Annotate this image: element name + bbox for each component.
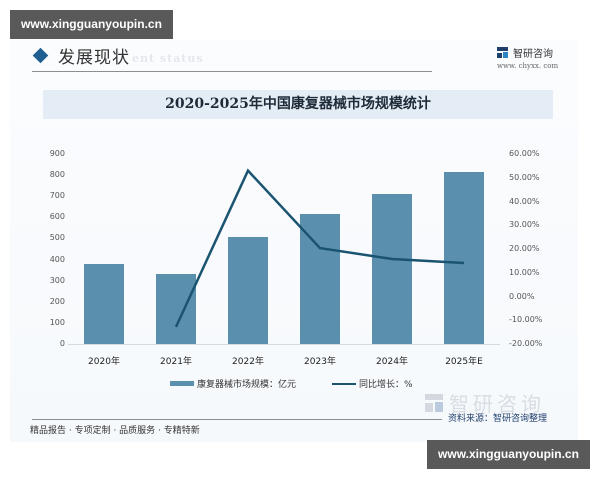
right-axis-tick: 60.00% (509, 149, 540, 158)
x-axis-label: 2022年 (232, 357, 264, 367)
left-axis-tick: 300 (49, 275, 65, 285)
left-axis-tick: 800 (49, 170, 65, 180)
left-axis-tick: 400 (49, 254, 65, 264)
bar-2021年 (156, 274, 196, 344)
right-axis-tick: 30.00% (509, 220, 540, 230)
right-axis-tick: 0.00% (509, 291, 535, 301)
left-axis-tick: 500 (49, 233, 65, 243)
left-axis-tick: 600 (49, 212, 65, 222)
right-axis-tick: 40.00% (509, 196, 540, 206)
data-source: 资料来源：智研咨询整理 (448, 414, 548, 424)
legend-line-swatch (332, 382, 357, 385)
chart-legend: 康复器械市场规模：亿元 同比增长：% (170, 377, 413, 390)
brand-url: www. chyxx. com (497, 62, 559, 70)
footer-divider (32, 419, 442, 420)
x-axis-label: 2025年E (445, 357, 483, 367)
right-axis-tick: -10.00% (509, 315, 543, 325)
left-axis-tick: 900 (49, 149, 65, 158)
x-axis-label: 2020年 (88, 357, 120, 367)
footer-slogan: 精品报告 · 专项定制 · 品质服务 · 专精特新 (30, 426, 200, 436)
right-axis-tick: 50.00% (509, 172, 540, 182)
bar-2024年 (372, 194, 412, 344)
bar-2022年 (228, 237, 268, 344)
brand-watermark: 智研咨询 (425, 388, 545, 417)
x-axis-label: 2023年 (304, 357, 336, 367)
site-watermark-top: www.xingguanyoupin.cn (10, 10, 173, 39)
x-axis-line (68, 344, 500, 345)
left-axis-tick: 700 (49, 191, 65, 201)
chart-title: 2020-2025年中国康复器械市场规模统计 (43, 90, 553, 119)
left-axis-tick: 200 (49, 296, 65, 306)
right-axis-tick: 20.00% (509, 244, 540, 253)
site-watermark-bottom: www.xingguanyoupin.cn (427, 440, 590, 469)
legend-bar-label: 康复器械市场规模：亿元 (197, 380, 297, 390)
bar-2023年 (300, 214, 340, 344)
header-divider (32, 71, 432, 72)
brand-name: 智研咨询 (513, 49, 553, 60)
left-axis-tick: 100 (49, 317, 65, 327)
left-axis-tick: 0 (59, 339, 65, 348)
brand-block: 智研咨询 www. chyxx. com (497, 45, 577, 70)
brand-logo-icon (425, 393, 443, 412)
section-title: 发展现状 (58, 47, 130, 68)
brand-logo-icon (497, 47, 508, 58)
section-header: 发展现状 ent status (32, 44, 204, 68)
x-axis-label: 2021年 (160, 357, 192, 367)
brand-watermark-text: 智研咨询 (449, 392, 545, 416)
section-subtitle-ghost: ent status (132, 51, 204, 65)
legend-line-label: 同比增长：% (359, 380, 413, 390)
legend-bar-swatch (170, 381, 194, 386)
right-axis-tick: -20.00% (509, 339, 543, 348)
bar-2025年E (444, 171, 484, 344)
x-axis-label: 2024年 (376, 357, 408, 367)
bar-2020年 (84, 263, 124, 344)
right-axis-tick: 10.00% (509, 267, 540, 277)
